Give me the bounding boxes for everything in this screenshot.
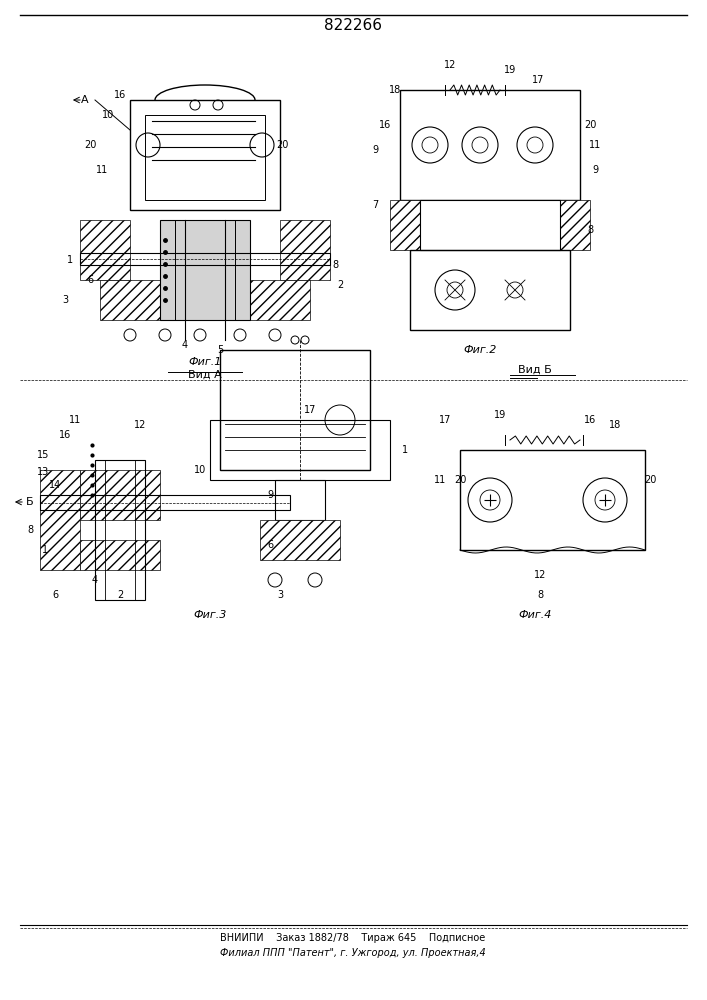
Text: 20: 20	[454, 475, 466, 485]
Text: Фиг.4: Фиг.4	[518, 610, 551, 620]
Bar	[175, 220, 235, 320]
Text: 5: 5	[217, 345, 223, 355]
Text: 12: 12	[444, 60, 456, 70]
Text: Фиг.1: Фиг.1	[188, 357, 222, 367]
Bar	[210, 420, 390, 480]
Text: 8: 8	[27, 525, 33, 535]
Text: 1: 1	[42, 545, 48, 555]
Bar	[275, 480, 325, 520]
Text: 15: 15	[37, 450, 49, 460]
Text: 20: 20	[584, 120, 596, 130]
Bar	[400, 90, 580, 200]
Text: 2: 2	[337, 280, 343, 290]
Text: 6: 6	[87, 275, 93, 285]
Text: 17: 17	[304, 405, 316, 415]
Text: 4: 4	[92, 575, 98, 585]
Text: 16: 16	[59, 430, 71, 440]
Text: 11: 11	[69, 415, 81, 425]
Text: 13: 13	[37, 467, 49, 477]
Bar	[80, 253, 330, 265]
Text: 1: 1	[402, 445, 408, 455]
Text: 17: 17	[532, 75, 544, 85]
Text: Филиал ППП "Патент", г. Ужгород, ул. Проектная,4: Филиал ППП "Патент", г. Ужгород, ул. Про…	[220, 948, 486, 958]
Text: 3: 3	[62, 295, 68, 305]
Bar	[160, 220, 250, 320]
Text: 8: 8	[587, 225, 593, 235]
Bar	[220, 350, 370, 470]
Text: 4: 4	[182, 340, 188, 350]
Text: 19: 19	[504, 65, 516, 75]
Bar	[460, 450, 645, 550]
Text: 18: 18	[609, 420, 621, 430]
Text: 16: 16	[114, 90, 126, 100]
Text: 3: 3	[277, 590, 283, 600]
Text: 14: 14	[49, 480, 61, 490]
Text: 1: 1	[67, 255, 73, 265]
Bar	[80, 220, 130, 280]
Text: 9: 9	[267, 490, 273, 500]
Text: 20: 20	[276, 140, 288, 150]
Text: 16: 16	[584, 415, 596, 425]
Text: 20: 20	[644, 475, 656, 485]
Text: 10: 10	[102, 110, 114, 120]
Bar	[80, 470, 160, 520]
Bar	[420, 200, 560, 250]
Text: Вид А: Вид А	[188, 370, 222, 380]
Text: 12: 12	[534, 570, 547, 580]
Text: 16: 16	[379, 120, 391, 130]
Text: 822266: 822266	[324, 17, 382, 32]
Bar	[100, 280, 310, 320]
Bar	[145, 115, 265, 200]
Text: 6: 6	[267, 540, 273, 550]
Text: 6: 6	[52, 590, 58, 600]
Text: 11: 11	[96, 165, 108, 175]
Text: 7: 7	[372, 200, 378, 210]
Text: 11: 11	[589, 140, 601, 150]
Bar	[40, 495, 290, 510]
Text: Вид Б: Вид Б	[518, 365, 552, 375]
Bar	[390, 200, 590, 250]
Text: Фиг.2: Фиг.2	[463, 345, 497, 355]
Text: ВНИИПИ    Заказ 1882/78    Тираж 645    Подписное: ВНИИПИ Заказ 1882/78 Тираж 645 Подписное	[221, 933, 486, 943]
Text: 10: 10	[194, 465, 206, 475]
Text: Фиг.3: Фиг.3	[193, 610, 227, 620]
Bar	[280, 220, 330, 280]
Text: 9: 9	[372, 145, 378, 155]
Text: 8: 8	[537, 590, 543, 600]
Text: 18: 18	[389, 85, 401, 95]
Text: Б: Б	[26, 497, 34, 507]
Bar	[260, 520, 340, 560]
Text: 8: 8	[332, 260, 338, 270]
Text: 9: 9	[592, 165, 598, 175]
Text: 19: 19	[494, 410, 506, 420]
Text: 20: 20	[84, 140, 96, 150]
Bar	[40, 470, 80, 570]
Text: 17: 17	[439, 415, 451, 425]
Text: 2: 2	[117, 590, 123, 600]
Text: A: A	[81, 95, 89, 105]
Bar	[130, 100, 280, 210]
Bar	[410, 250, 570, 330]
Bar	[95, 460, 145, 600]
Text: 12: 12	[134, 420, 146, 430]
Bar	[80, 540, 160, 570]
Text: 11: 11	[434, 475, 446, 485]
